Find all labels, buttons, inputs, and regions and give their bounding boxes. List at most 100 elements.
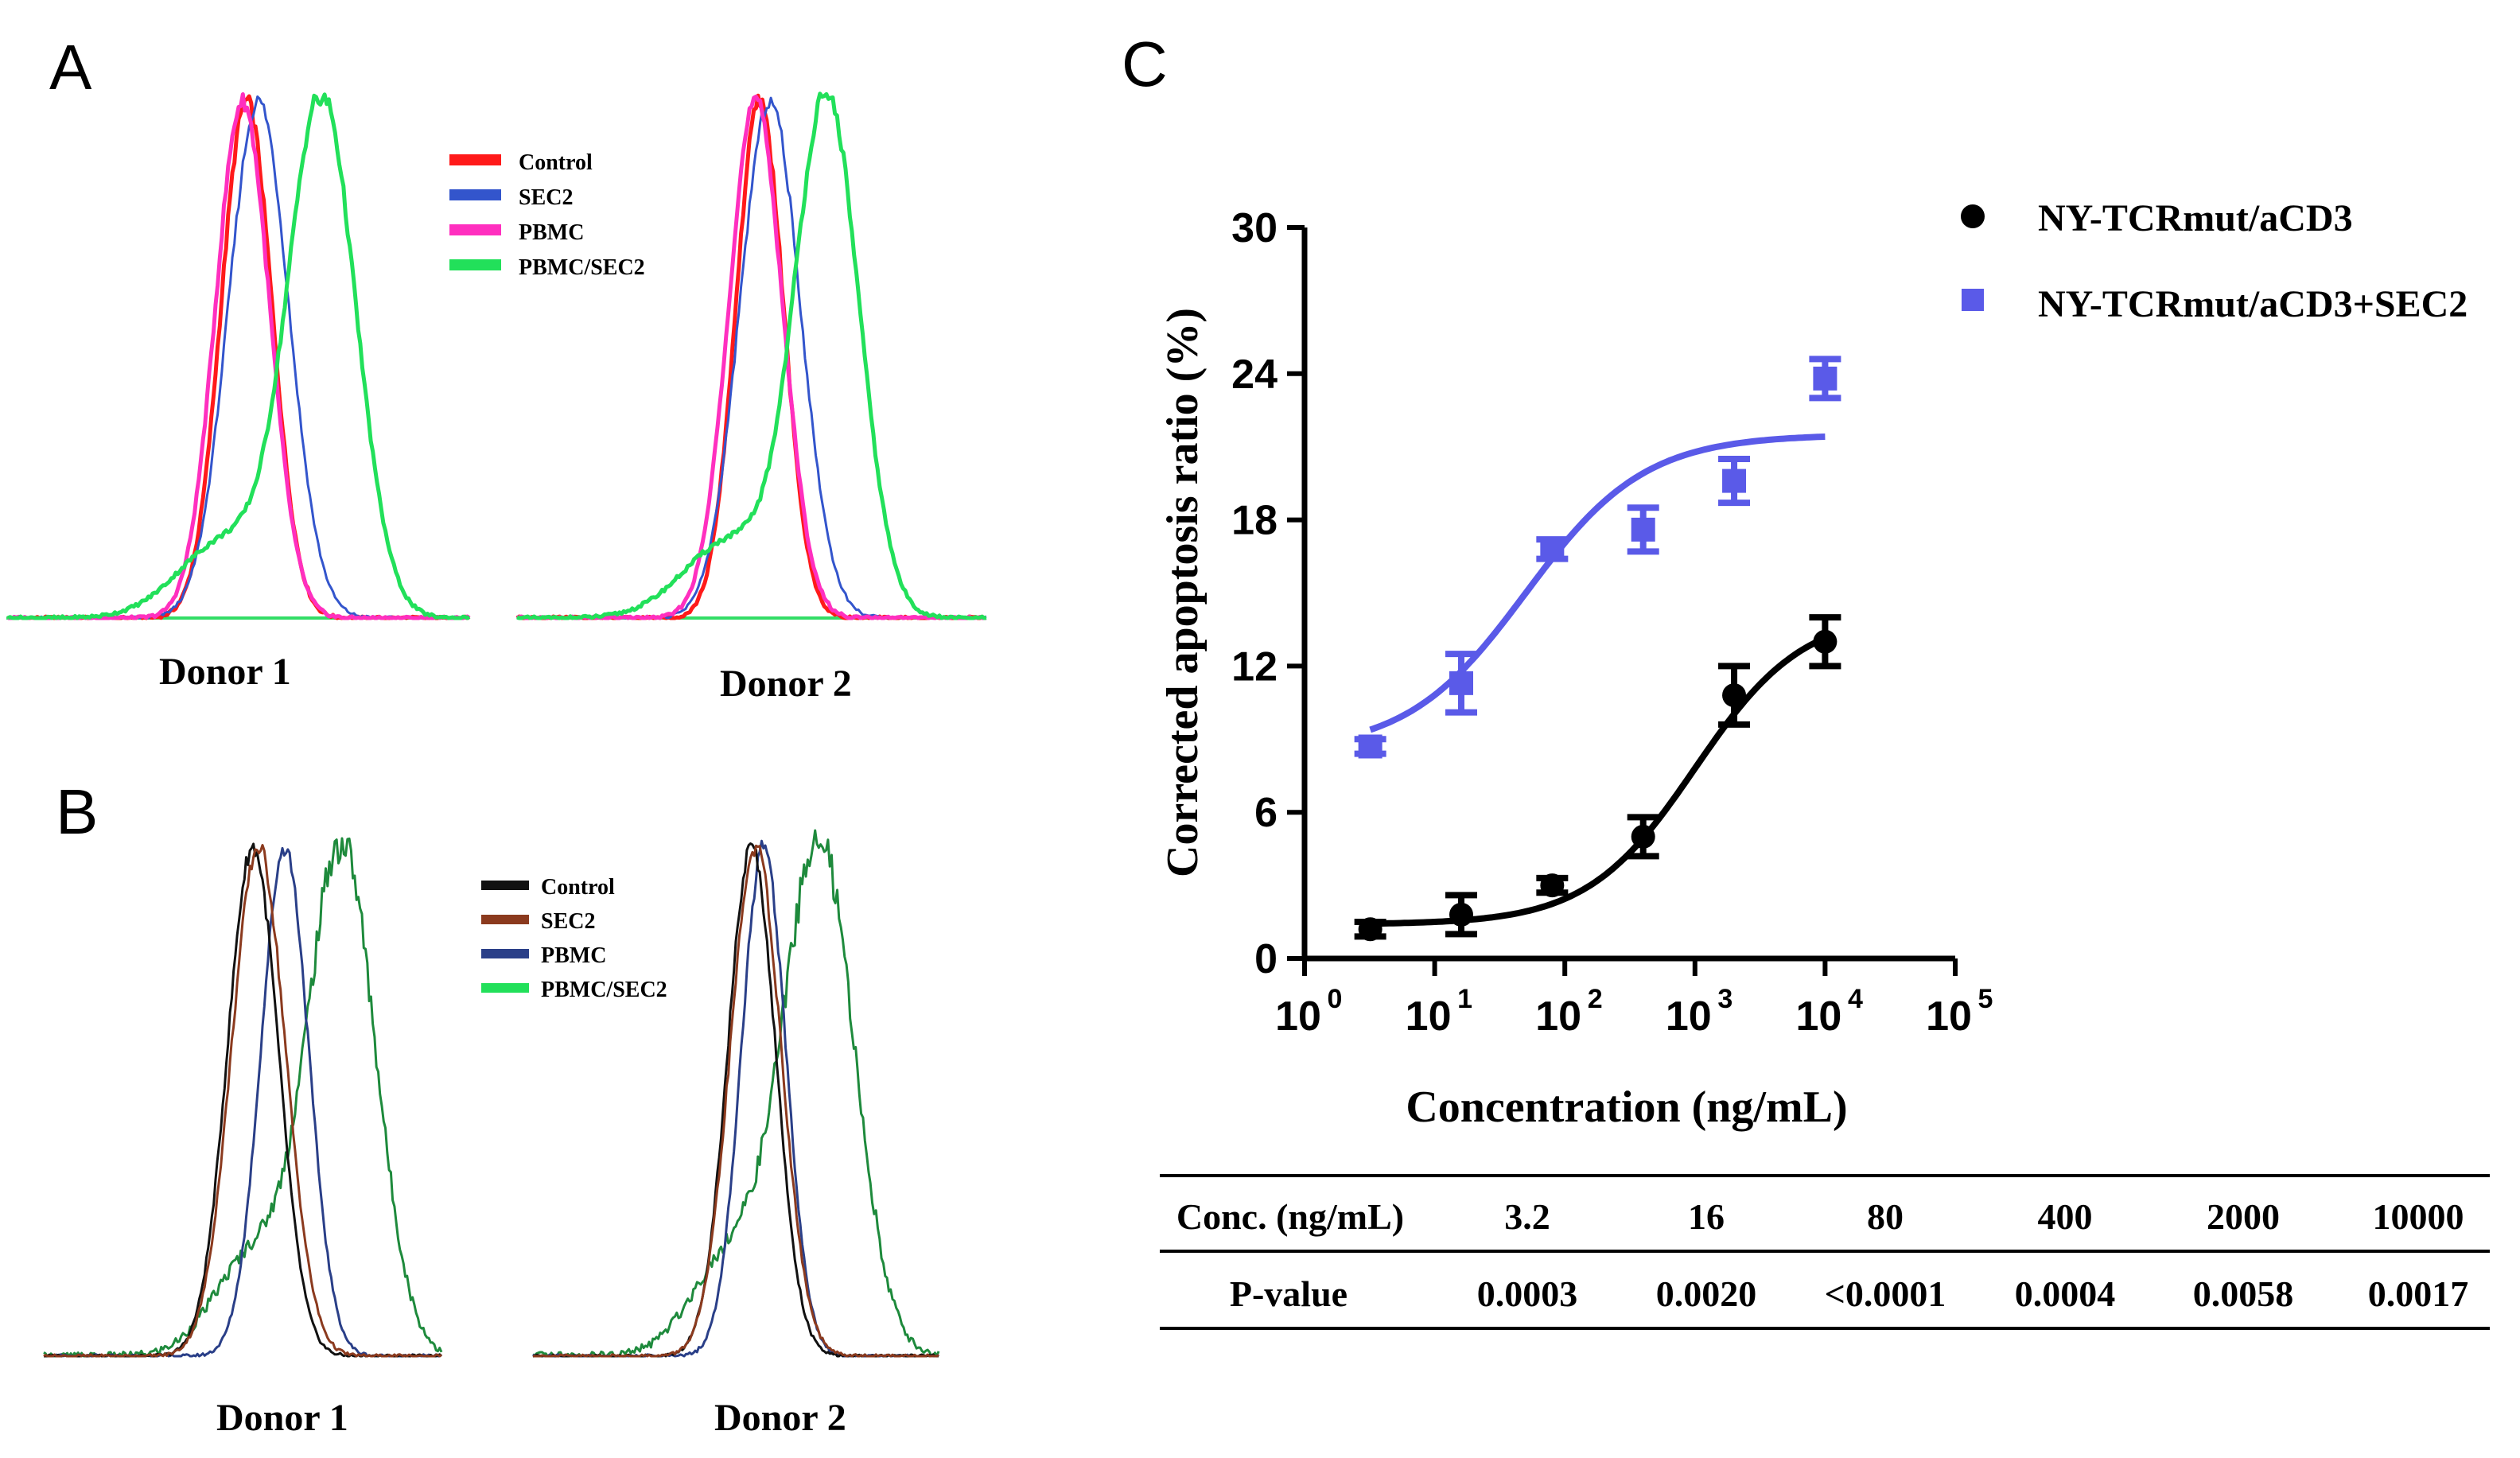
panel-b: B Donor 1 Donor 2 Control SEC2 PBMC PBMC…: [43, 776, 940, 1439]
panel-a-legend-swatch-pbmc: [449, 224, 501, 235]
c-x-tick-exponent-2: 2: [1588, 984, 1603, 1014]
panel-b-legend-label-control: Control: [541, 875, 615, 900]
panel-b-legend-label-sec2: SEC2: [541, 909, 595, 934]
c-point-series-1-5: [1809, 614, 1841, 670]
c-legend-label-series-2: NY-TCRmut/aCD3+SEC2: [2038, 283, 2468, 325]
c-marker-series-1-0: [1358, 917, 1382, 942]
c-y-axis-title: Corrected apoptosis ratio (%): [1158, 308, 1208, 877]
panel-a-legend-label-pbmc: PBMC: [519, 220, 584, 245]
c-marker-series-2-0: [1358, 734, 1382, 759]
c-x-tick-exponent-4: 4: [1848, 984, 1863, 1014]
panel-b-donor1-histogram: Donor 1: [43, 837, 443, 1439]
pvalue-table-pvalue-1: 0.0020: [1656, 1273, 1757, 1314]
c-y-tick-label-2: 12: [1231, 643, 1278, 690]
pvalue-table-header-label: Conc. (ng/mL): [1176, 1196, 1404, 1237]
c-y-tick-label-5: 30: [1231, 205, 1278, 251]
c-y-tick-label-3: 18: [1231, 498, 1278, 544]
c-plot-area: [1354, 356, 1841, 942]
c-point-series-2-2: [1536, 536, 1569, 562]
pvalue-table-pvalue-2: <0.0001: [1825, 1273, 1946, 1314]
c-marker-series-1-3: [1631, 824, 1655, 849]
pvalue-table-conc-5: 10000: [2373, 1196, 2464, 1237]
panel-b-legend-swatch-control: [481, 881, 529, 890]
c-x-tick-label-1: 10: [1406, 993, 1452, 1040]
panel-b-legend-label-pbmc: PBMC: [541, 943, 606, 968]
c-x-tick-exponent-1: 1: [1457, 984, 1472, 1014]
panel-b-legend-swatch-pbmc: [481, 949, 529, 958]
c-legend: NY-TCRmut/aCD3 NY-TCRmut/aCD3+SEC2: [1961, 197, 2468, 325]
c-point-series-1-0: [1354, 917, 1386, 942]
c-marker-series-2-2: [1540, 537, 1565, 562]
c-y-ticks: 0 6 12 18 24 30: [1231, 205, 1305, 982]
panel-a-letter: A: [49, 32, 92, 103]
c-y-tick-label-4: 24: [1231, 352, 1278, 398]
panel-a-donor1-pbmc-curve: [8, 92, 471, 620]
c-x-ticks: 10 0 10 1 10 2 10 3 10 4 10 5: [1275, 958, 1993, 1040]
c-fit-curve-series-2: [1369, 434, 1826, 733]
panel-a-legend-swatch-pbmcsec2: [449, 259, 501, 270]
pvalue-table-pvalue-5: 0.0017: [2368, 1273, 2469, 1314]
panel-b-donor1-label: Donor 1: [216, 1397, 348, 1439]
pvalue-table-pvalue-3: 0.0004: [2015, 1273, 2116, 1314]
c-point-series-2-1: [1445, 651, 1477, 716]
c-legend-label-series-1: NY-TCRmut/aCD3: [2038, 197, 2353, 239]
panel-a-donor1-pbmcsec2-curve: [6, 92, 471, 620]
panel-b-legend-swatch-pbmcsec2: [481, 983, 529, 993]
panel-a-donor2-pbmcsec2-curve: [516, 91, 987, 620]
pvalue-table-conc-3: 400: [2038, 1196, 2093, 1237]
c-marker-series-2-3: [1631, 517, 1655, 542]
panel-a-legend: Control SEC2 PBMC PBMC/SEC2: [449, 150, 645, 280]
c-x-tick-label-3: 10: [1666, 993, 1712, 1040]
panel-b-donor2-pbmcsec2-curve: [532, 829, 940, 1358]
c-point-series-1-2: [1536, 873, 1569, 898]
pvalue-table-cells: 3.2 16 80 400 2000 10000 0.0003 0.0020 <0.0001 0.…: [1477, 1196, 2469, 1314]
panel-b-letter: B: [56, 776, 98, 847]
pvalue-table-pvalue-0: 0.0003: [1477, 1273, 1578, 1314]
panel-a-legend-swatch-sec2: [449, 189, 501, 200]
panel-a-legend-label-sec2: SEC2: [519, 185, 573, 210]
c-x-axis-title: Concentration (ng/mL): [1406, 1083, 1847, 1132]
panel-a-donor1-label: Donor 1: [159, 651, 291, 693]
panel-a-donor1-histogram: Donor 1: [6, 92, 471, 693]
panel-b-donor2-sec2-curve: [532, 844, 939, 1358]
panel-a-legend-swatch-control: [449, 154, 501, 165]
panel-b-donor1-sec2-curve: [43, 844, 442, 1358]
c-x-tick-exponent-0: 0: [1328, 984, 1343, 1014]
c-marker-series-2-4: [1722, 469, 1747, 493]
c-marker-series-2-1: [1449, 671, 1473, 695]
pvalue-table: Conc. (ng/mL) P-value 3.2 16 80 400 2000 1000…: [1160, 1174, 2490, 1330]
pvalue-table-conc-1: 16: [1688, 1196, 1725, 1237]
c-y-tick-label-0: 0: [1254, 936, 1278, 982]
c-legend-marker-series-1: [1961, 204, 1985, 228]
c-x-tick-label-0: 10: [1275, 993, 1321, 1040]
panel-b-donor2-histogram: Donor 2: [531, 829, 940, 1439]
c-point-series-1-3: [1627, 814, 1659, 860]
pvalue-table-conc-0: 3.2: [1504, 1196, 1550, 1237]
c-point-series-1-4: [1718, 663, 1751, 728]
panel-a-donor2-histogram: Donor 2: [515, 91, 987, 705]
c-marker-series-2-5: [1813, 366, 1838, 391]
c-legend-marker-series-2: [1962, 289, 1984, 311]
c-marker-series-1-5: [1813, 629, 1838, 654]
panel-b-legend-label-pbmcsec2: PBMC/SEC2: [541, 978, 667, 1002]
c-x-tick-exponent-3: 3: [1717, 984, 1732, 1014]
panel-a-legend-label-control: Control: [519, 150, 593, 175]
c-marker-series-1-2: [1540, 873, 1565, 898]
pvalue-table-conc-4: 2000: [2207, 1196, 2280, 1237]
c-point-series-2-5: [1809, 356, 1841, 402]
c-point-series-2-4: [1718, 456, 1751, 507]
panel-a-legend-label-pbmcsec2: PBMC/SEC2: [519, 255, 645, 280]
c-point-series-1-1: [1445, 892, 1477, 938]
panel-a-donor2-sec2-curve: [516, 96, 987, 620]
c-point-series-2-3: [1627, 504, 1659, 555]
panel-b-donor2-label: Donor 2: [714, 1397, 846, 1439]
c-marker-series-1-1: [1449, 902, 1473, 927]
panel-b-legend-swatch-sec2: [481, 915, 529, 924]
c-y-tick-label-1: 6: [1254, 790, 1278, 836]
c-x-tick-label-2: 10: [1535, 993, 1581, 1040]
panel-b-legend: Control SEC2 PBMC PBMC/SEC2: [481, 875, 667, 1002]
panel-a-donor2-label: Donor 2: [720, 663, 852, 705]
c-x-tick-label-5: 10: [1926, 993, 1972, 1040]
